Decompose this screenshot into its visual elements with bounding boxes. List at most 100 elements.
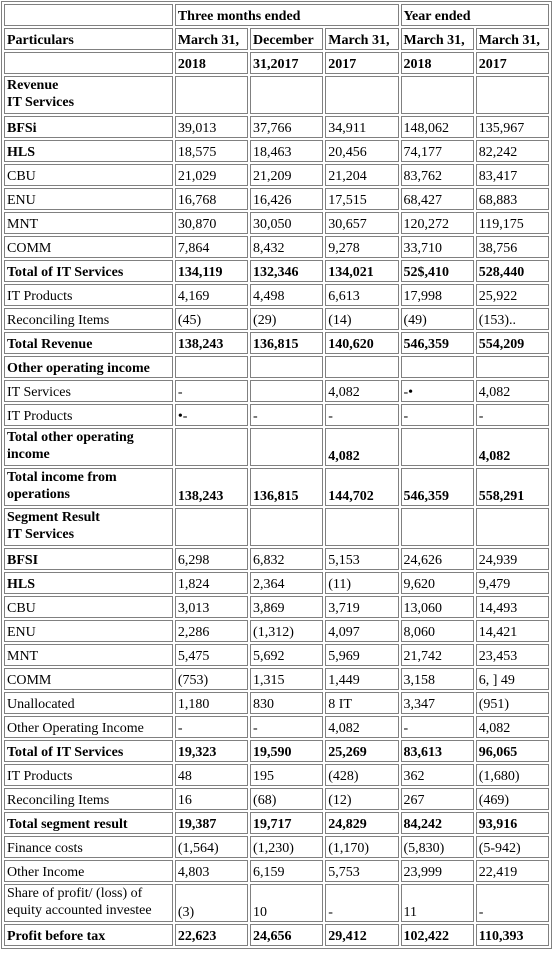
- value-cell: 4,082: [325, 428, 399, 466]
- value-cell: 82,242: [475, 140, 549, 162]
- value-cell: 39,013: [174, 116, 249, 138]
- value-cell: 13,060: [400, 596, 474, 618]
- table-row: COMM 7,864 8,432 9,278 33,710 38,756: [4, 236, 549, 258]
- value-cell: 119,175: [475, 212, 549, 234]
- value-cell: 38,756: [475, 236, 549, 258]
- value-cell: 8 IT: [325, 692, 399, 714]
- value-cell: [400, 428, 474, 466]
- value-cell: (5,830): [400, 836, 474, 858]
- table-row: CBU 21,029 21,209 21,204 83,762 83,417: [4, 164, 549, 186]
- value-cell: 3,869: [250, 596, 324, 618]
- value-cell: 136,815: [250, 332, 324, 354]
- value-cell: 24,626: [400, 548, 474, 570]
- table-row: COMM (753) 1,315 1,449 3,158 6, ] 49: [4, 668, 549, 690]
- col5-header-bottom: 2017: [475, 52, 549, 74]
- value-cell: 24,829: [325, 812, 399, 834]
- row-label: Share of profit/ (loss) of equity accoun…: [4, 884, 173, 922]
- value-cell: -: [475, 404, 549, 426]
- value-cell: 83,762: [400, 164, 474, 186]
- value-cell: 134,119: [174, 260, 249, 282]
- row-label: Total income from operations: [4, 468, 173, 506]
- value-cell: [325, 76, 399, 114]
- table-row: Total of IT Services 19,323 19,590 25,269 83…: [4, 740, 549, 762]
- value-cell: 3,013: [174, 596, 249, 618]
- table-row: Finance costs (1,564) (1,230) (1,170) (5,830…: [4, 836, 549, 858]
- value-cell: 8,432: [250, 236, 324, 258]
- value-cell: 19,717: [250, 812, 324, 834]
- row-label: HLS: [4, 140, 173, 162]
- value-cell: 25,922: [475, 284, 549, 306]
- value-cell: (1,680): [475, 764, 549, 786]
- value-cell: 554,209: [475, 332, 549, 354]
- value-cell: (14): [325, 308, 399, 330]
- row-label: Other operating income: [4, 356, 173, 378]
- value-cell: (1,230): [250, 836, 324, 858]
- value-cell: 4,082: [475, 716, 549, 738]
- value-cell: 6,832: [250, 548, 324, 570]
- value-cell: [400, 76, 474, 114]
- row-label: Total of IT Services: [4, 740, 173, 762]
- value-cell: 21,029: [174, 164, 249, 186]
- value-cell: 4,498: [250, 284, 324, 306]
- value-cell: 68,427: [400, 188, 474, 210]
- table-row: Profit before tax 22,623 24,656 29,412 102,4…: [4, 924, 549, 946]
- value-cell: 74,177: [400, 140, 474, 162]
- particulars-header: Particulars: [4, 28, 173, 50]
- value-cell: -: [325, 884, 399, 922]
- value-cell: [400, 508, 474, 546]
- value-cell: 18,463: [250, 140, 324, 162]
- three-months-ended-header: Three months ended: [174, 4, 399, 26]
- row-label: CBU: [4, 164, 173, 186]
- row-label: Finance costs: [4, 836, 173, 858]
- year-ended-header: Year ended: [400, 4, 549, 26]
- col2-header-bottom: 31,2017: [250, 52, 324, 74]
- value-cell: 24,656: [250, 924, 324, 946]
- value-cell: 11: [400, 884, 474, 922]
- value-cell: 10: [250, 884, 324, 922]
- value-cell: (1,312): [250, 620, 324, 642]
- table-row: MNT 30,870 30,050 30,657 120,272 119,175: [4, 212, 549, 234]
- value-cell: 1,180: [174, 692, 249, 714]
- value-cell: 6,613: [325, 284, 399, 306]
- header-row-3: 2018 31,2017 2017 2018 2017: [4, 52, 549, 74]
- value-cell: 5,153: [325, 548, 399, 570]
- value-cell: (49): [400, 308, 474, 330]
- table-row: Segment Result IT Services: [4, 508, 549, 546]
- value-cell: 84,242: [400, 812, 474, 834]
- table-row: Other operating income: [4, 356, 549, 378]
- col1-header-bottom: 2018: [174, 52, 249, 74]
- row-label: BFSI: [4, 548, 173, 570]
- value-cell: 68,883: [475, 188, 549, 210]
- value-cell: 24,939: [475, 548, 549, 570]
- table-row: BFSI 6,298 6,832 5,153 24,626 24,939: [4, 548, 549, 570]
- value-cell: 16,768: [174, 188, 249, 210]
- value-cell: 6,159: [250, 860, 324, 882]
- table-row: Reconciling Items 16 (68) (12) 267 (469): [4, 788, 549, 810]
- value-cell: 83,417: [475, 164, 549, 186]
- col4-header-top: March 31,: [400, 28, 474, 50]
- table-row: Revenue IT Services: [4, 76, 549, 114]
- value-cell: (753): [174, 668, 249, 690]
- value-cell: 16,426: [250, 188, 324, 210]
- value-cell: 1,315: [250, 668, 324, 690]
- table-row: ENU 16,768 16,426 17,515 68,427 68,883: [4, 188, 549, 210]
- value-cell: -•: [400, 380, 474, 402]
- value-cell: (45): [174, 308, 249, 330]
- value-cell: (12): [325, 788, 399, 810]
- value-cell: [174, 356, 249, 378]
- table-row: Total of IT Services 134,119 132,346 134,02…: [4, 260, 549, 282]
- value-cell: 4,097: [325, 620, 399, 642]
- value-cell: [250, 356, 324, 378]
- row-label: Total of IT Services: [4, 260, 173, 282]
- value-cell: 17,998: [400, 284, 474, 306]
- table-row: Share of profit/ (loss) of equity accoun…: [4, 884, 549, 922]
- value-cell: [174, 76, 249, 114]
- value-cell: 19,387: [174, 812, 249, 834]
- row-label: COMM: [4, 668, 173, 690]
- value-cell: 138,243: [174, 468, 249, 506]
- value-cell: -: [174, 380, 249, 402]
- value-cell: 4,082: [475, 428, 549, 466]
- row-label: Reconciling Items: [4, 788, 173, 810]
- value-cell: -: [250, 716, 324, 738]
- col5-header-top: March 31,: [475, 28, 549, 50]
